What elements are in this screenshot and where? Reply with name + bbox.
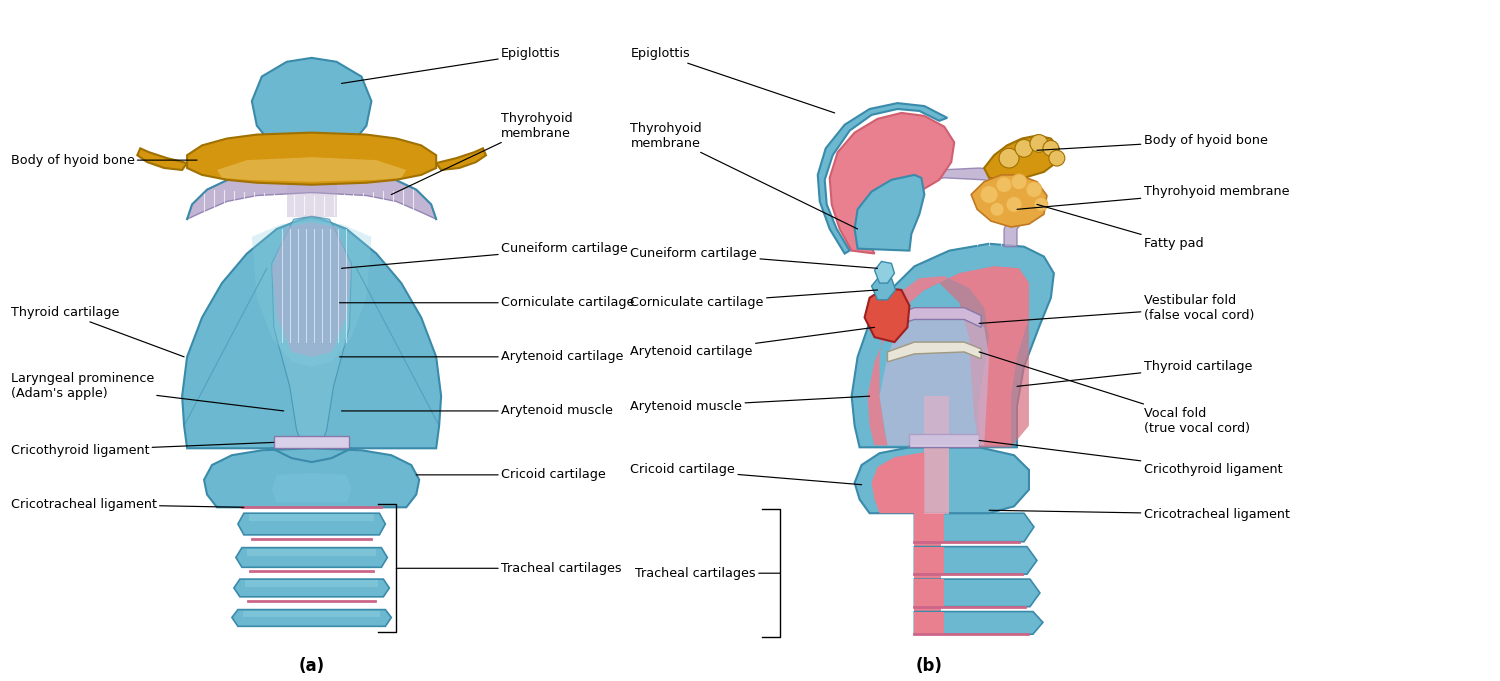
Polygon shape <box>188 133 436 185</box>
Text: Cricoid cartilage: Cricoid cartilage <box>630 464 861 485</box>
Polygon shape <box>871 276 895 300</box>
Text: (b): (b) <box>916 656 944 675</box>
Polygon shape <box>286 168 336 217</box>
Text: Body of hyoid bone: Body of hyoid bone <box>10 154 196 167</box>
Text: Arytenoid muscle: Arytenoid muscle <box>342 405 614 417</box>
Text: Tracheal cartilages: Tracheal cartilages <box>636 567 780 580</box>
Polygon shape <box>915 612 945 634</box>
Polygon shape <box>915 547 1036 574</box>
Polygon shape <box>274 436 350 448</box>
Polygon shape <box>915 513 945 542</box>
Text: Arytenoid muscle: Arytenoid muscle <box>630 396 870 413</box>
Text: Tracheal cartilages: Tracheal cartilages <box>396 562 621 575</box>
Text: Thyrohyoid membrane: Thyrohyoid membrane <box>1017 185 1288 209</box>
Polygon shape <box>243 611 381 618</box>
Polygon shape <box>915 513 942 635</box>
Polygon shape <box>188 167 436 219</box>
Polygon shape <box>272 216 351 447</box>
Polygon shape <box>924 266 1029 447</box>
Circle shape <box>999 148 1018 168</box>
Text: Corniculate cartilage: Corniculate cartilage <box>630 290 878 309</box>
Text: Thyroid cartilage: Thyroid cartilage <box>1017 360 1252 386</box>
Polygon shape <box>871 452 924 513</box>
Polygon shape <box>138 148 188 170</box>
Text: Laryngeal prominence
(Adam's apple): Laryngeal prominence (Adam's apple) <box>10 373 284 411</box>
Polygon shape <box>879 310 989 445</box>
Polygon shape <box>924 396 950 514</box>
Text: Cricoid cartilage: Cricoid cartilage <box>416 469 606 481</box>
Polygon shape <box>874 262 894 283</box>
Text: Arytenoid cartilage: Arytenoid cartilage <box>630 328 874 358</box>
Polygon shape <box>232 609 392 627</box>
Polygon shape <box>830 113 954 253</box>
Circle shape <box>1026 182 1042 197</box>
Polygon shape <box>248 549 376 556</box>
Circle shape <box>1011 174 1028 189</box>
Polygon shape <box>888 342 981 362</box>
Text: Thyroid cartilage: Thyroid cartilage <box>10 306 184 357</box>
Polygon shape <box>234 579 390 597</box>
Polygon shape <box>252 221 372 366</box>
Polygon shape <box>864 288 909 342</box>
Circle shape <box>1034 197 1048 211</box>
Polygon shape <box>238 513 386 535</box>
Text: Cuneiform cartilage: Cuneiform cartilage <box>630 247 878 268</box>
Polygon shape <box>915 579 1040 607</box>
Polygon shape <box>915 579 945 607</box>
Text: Thyrohyoid
membrane: Thyrohyoid membrane <box>392 112 573 195</box>
Text: Arytenoid cartilage: Arytenoid cartilage <box>339 350 624 364</box>
Text: Vestibular fold
(false vocal cord): Vestibular fold (false vocal cord) <box>980 294 1254 323</box>
Polygon shape <box>915 612 1042 634</box>
Text: Epiglottis: Epiglottis <box>342 48 561 84</box>
Polygon shape <box>915 513 1034 542</box>
Text: Cricotracheal ligament: Cricotracheal ligament <box>10 498 244 511</box>
Text: Vocal fold
(true vocal cord): Vocal fold (true vocal cord) <box>980 352 1250 434</box>
Text: Cuneiform cartilage: Cuneiform cartilage <box>342 242 627 268</box>
Circle shape <box>990 202 1004 216</box>
Polygon shape <box>436 148 486 170</box>
Circle shape <box>996 177 1012 193</box>
Polygon shape <box>217 157 406 182</box>
Polygon shape <box>970 175 1047 227</box>
Text: Corniculate cartilage: Corniculate cartilage <box>339 296 634 309</box>
Polygon shape <box>272 473 351 503</box>
Text: Body of hyoid bone: Body of hyoid bone <box>1036 134 1268 151</box>
Text: Thyrohyoid
membrane: Thyrohyoid membrane <box>630 121 858 229</box>
Circle shape <box>980 186 998 204</box>
Polygon shape <box>204 448 419 507</box>
Polygon shape <box>852 244 1054 447</box>
Text: Cricothyroid ligament: Cricothyroid ligament <box>10 443 274 457</box>
Text: Cricothyroid ligament: Cricothyroid ligament <box>980 441 1282 477</box>
Polygon shape <box>272 222 351 357</box>
Polygon shape <box>885 308 981 330</box>
Polygon shape <box>855 175 924 251</box>
Polygon shape <box>252 58 372 168</box>
Text: Fatty pad: Fatty pad <box>1036 204 1203 250</box>
Text: (a): (a) <box>298 656 324 675</box>
Circle shape <box>1048 151 1065 166</box>
Polygon shape <box>182 217 441 448</box>
Polygon shape <box>818 103 948 253</box>
Polygon shape <box>867 266 1029 445</box>
Polygon shape <box>855 447 1029 513</box>
Circle shape <box>1042 140 1059 156</box>
Polygon shape <box>984 136 1059 180</box>
Polygon shape <box>244 580 378 587</box>
Text: Epiglottis: Epiglottis <box>630 48 834 113</box>
Polygon shape <box>249 514 375 521</box>
Polygon shape <box>236 548 387 567</box>
Circle shape <box>1030 135 1048 153</box>
Polygon shape <box>915 547 945 574</box>
Text: Cricotracheal ligament: Cricotracheal ligament <box>988 508 1290 521</box>
Polygon shape <box>909 434 980 447</box>
Polygon shape <box>855 168 1034 249</box>
Circle shape <box>1007 197 1022 212</box>
Circle shape <box>1016 140 1034 157</box>
